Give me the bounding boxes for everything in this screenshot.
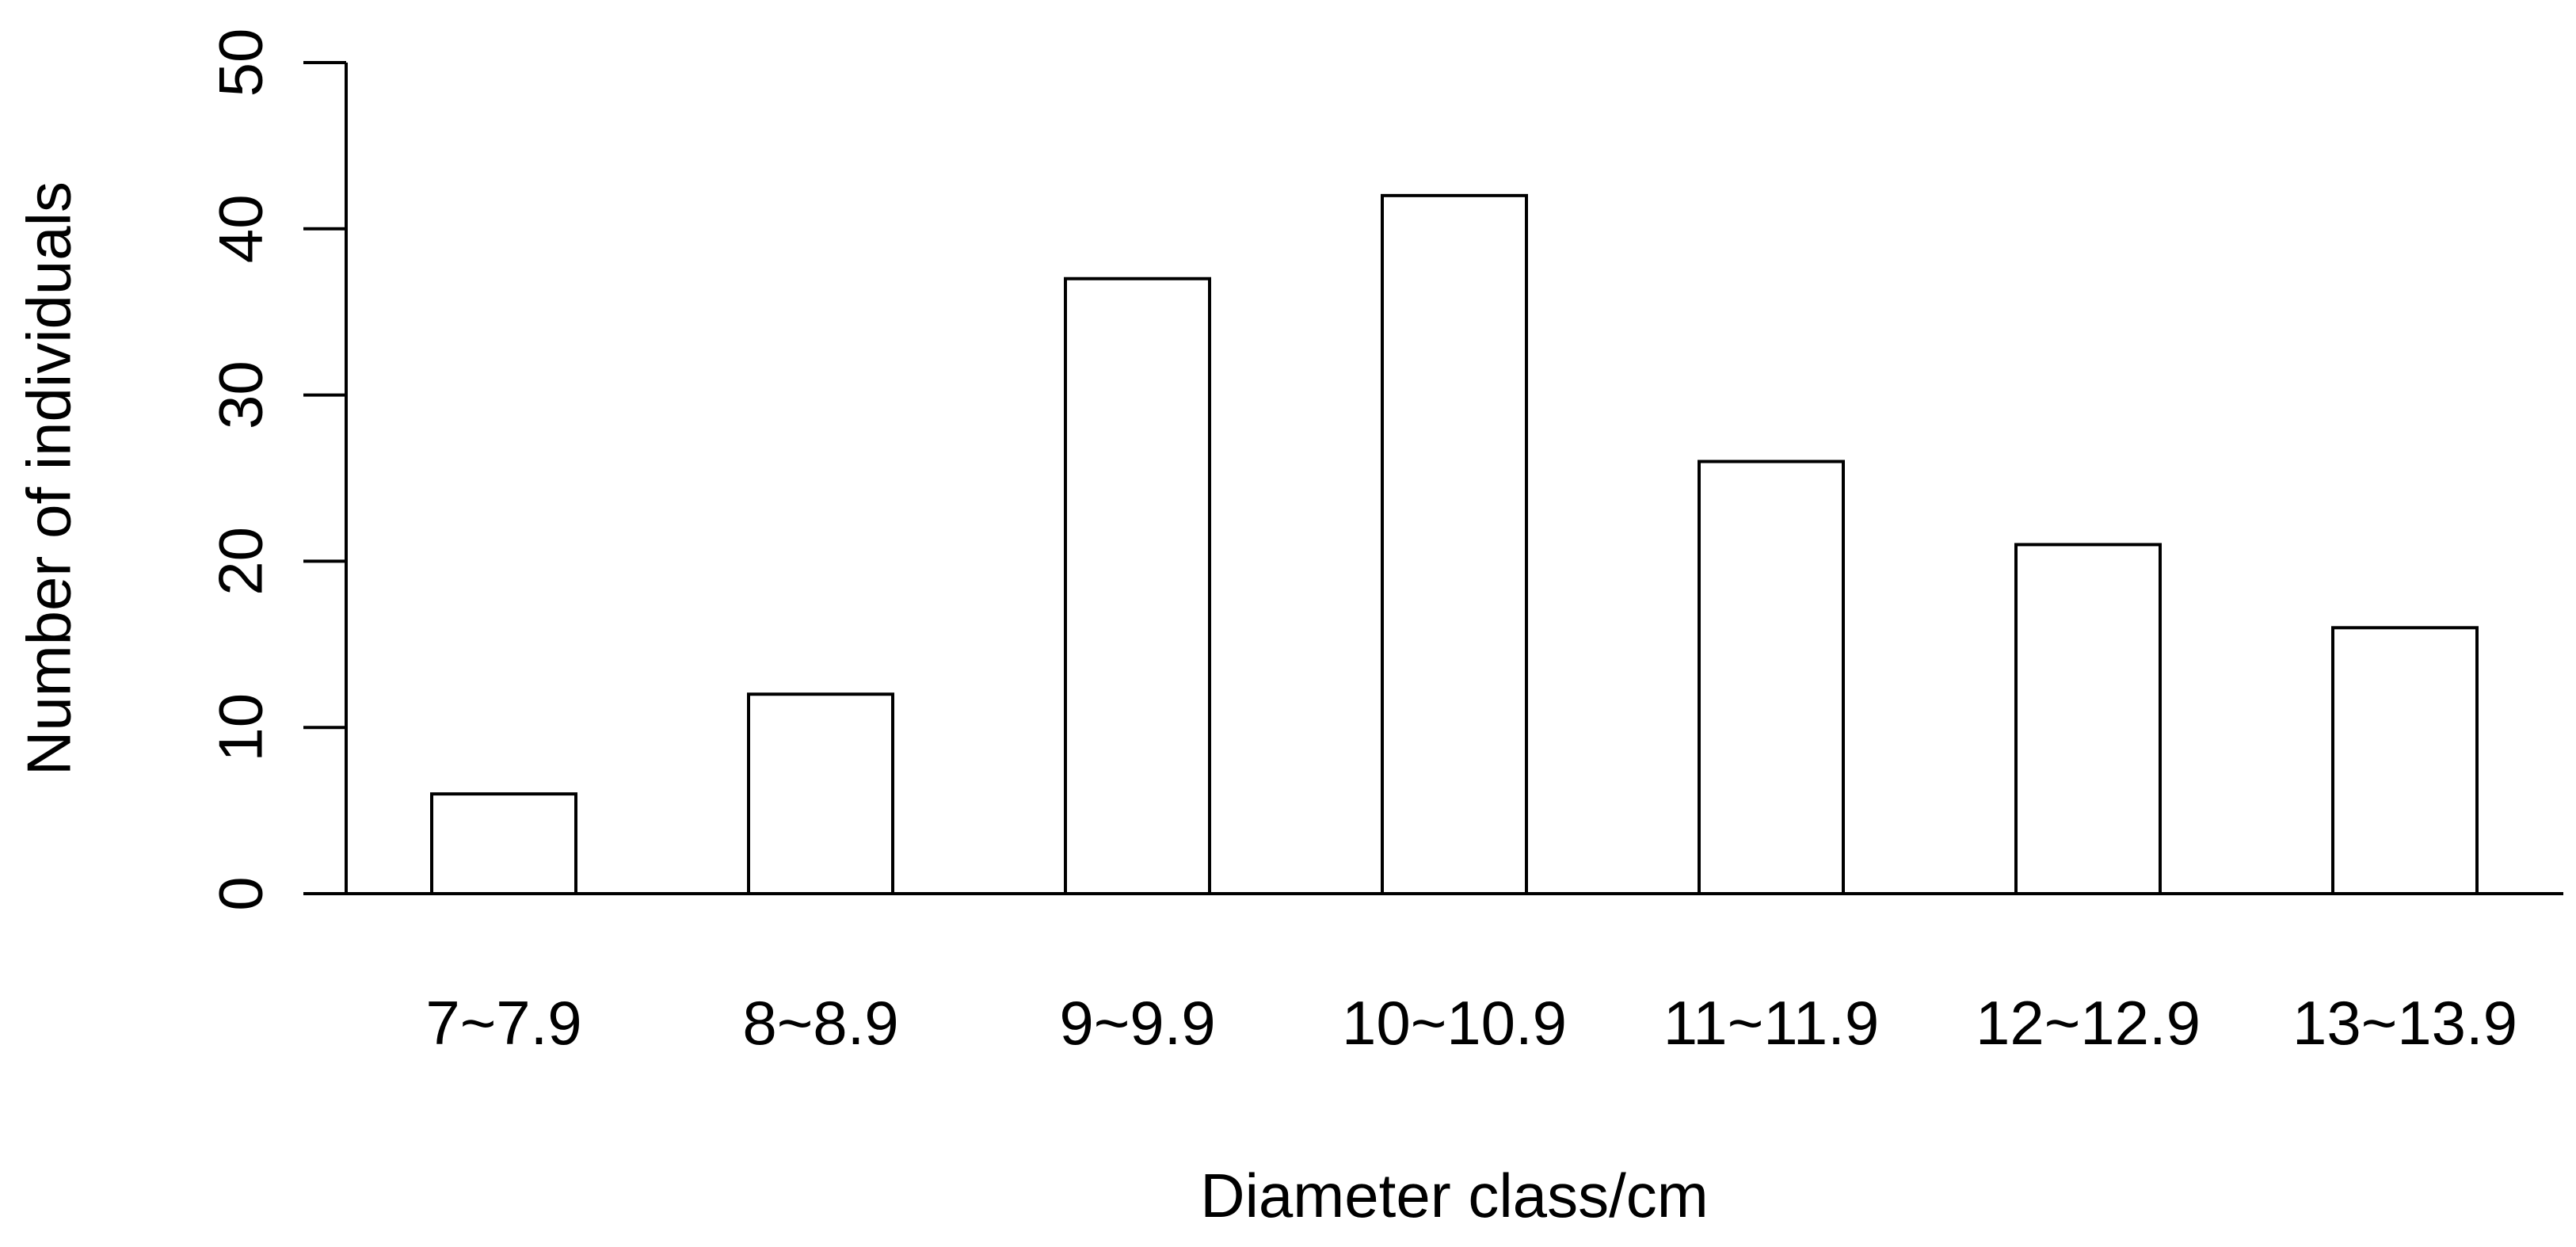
y-tick-label: 50: [206, 29, 276, 97]
y-tick-label: 30: [206, 360, 276, 429]
bar-10~10.9: [1381, 193, 1528, 895]
y-tick-label: 40: [206, 194, 276, 263]
x-tick-label: 10~10.9: [1342, 988, 1567, 1058]
bar-12~12.9: [2014, 543, 2162, 895]
x-axis-title: Diameter class/cm: [1200, 1161, 1708, 1230]
y-axis-title: Number of individuals: [14, 181, 84, 776]
y-tick-label: 20: [206, 527, 276, 596]
bar-8~8.9: [747, 692, 894, 895]
x-tick-label: 7~7.9: [425, 988, 581, 1058]
y-axis: 0 10 20 30 40 50: [206, 29, 348, 911]
x-tick-label: 13~13.9: [2292, 988, 2517, 1058]
bar-11~11.9: [1698, 460, 1845, 895]
bar-9~9.9: [1064, 276, 1211, 895]
x-tick-label: 9~9.9: [1059, 988, 1215, 1058]
bars-group: [430, 193, 2479, 895]
x-tick-label: 11~11.9: [1663, 988, 1880, 1058]
y-tick-label: 0: [206, 876, 276, 910]
y-tick-label: 10: [206, 693, 276, 762]
x-tick-label: 12~12.9: [1976, 988, 2201, 1058]
bar-7~7.9: [430, 792, 577, 895]
bar-13~13.9: [2331, 626, 2479, 895]
x-tick-label: 8~8.9: [742, 988, 898, 1058]
x-axis: 7~7.9 8~8.9 9~9.9 10~10.9 11~11.9 12~12.9 13~1…: [346, 892, 2563, 1058]
